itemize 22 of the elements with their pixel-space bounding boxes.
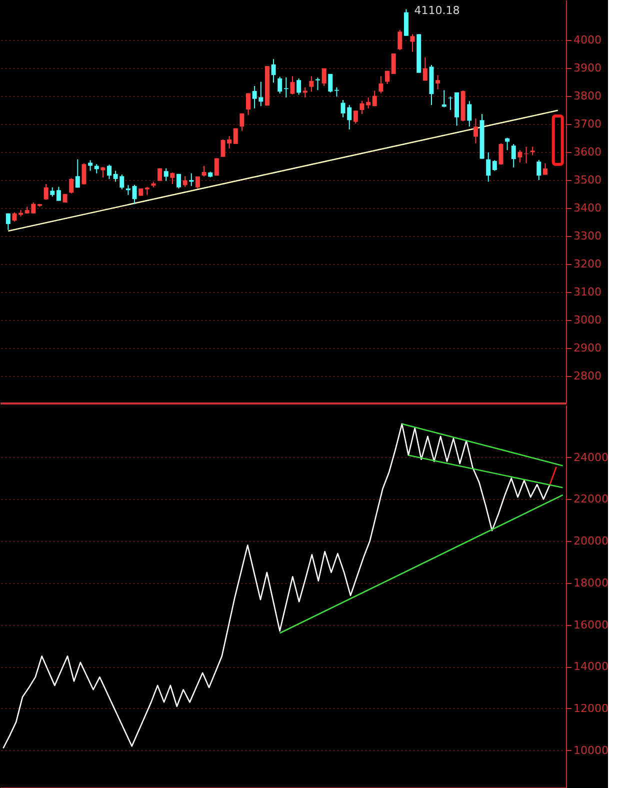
y-tick-label: 3000 <box>574 314 602 327</box>
y-tick-label: 24000 <box>574 450 608 464</box>
annotation: 4110.18 <box>414 4 460 18</box>
y-tick-label: 3400 <box>574 202 602 215</box>
y-tick-label: 3600 <box>574 146 602 159</box>
y-tick-label: 2800 <box>574 370 602 383</box>
y-tick-label: 3700 <box>574 118 602 131</box>
y-tick-label: 10000 <box>574 744 608 757</box>
y-tick-label: 4000 <box>574 34 602 47</box>
y-tick-label: 3500 <box>574 174 602 187</box>
y-tick-label: 2900 <box>574 342 602 355</box>
y-tick-label: 16000 <box>574 618 608 632</box>
y-tick-label: 14000 <box>574 660 608 674</box>
y-tick-label: 20000 <box>574 534 608 548</box>
y-tick-label: 3800 <box>574 90 602 103</box>
y-tick-label: 3300 <box>574 230 602 243</box>
y-tick-label: 3100 <box>574 286 602 299</box>
y-tick-label: 18000 <box>574 576 608 590</box>
y-tick-label: 3900 <box>574 62 602 75</box>
y-tick-label: 12000 <box>574 702 608 715</box>
y-tick-label: 3200 <box>574 258 602 271</box>
y-tick-label: 22000 <box>574 492 608 506</box>
